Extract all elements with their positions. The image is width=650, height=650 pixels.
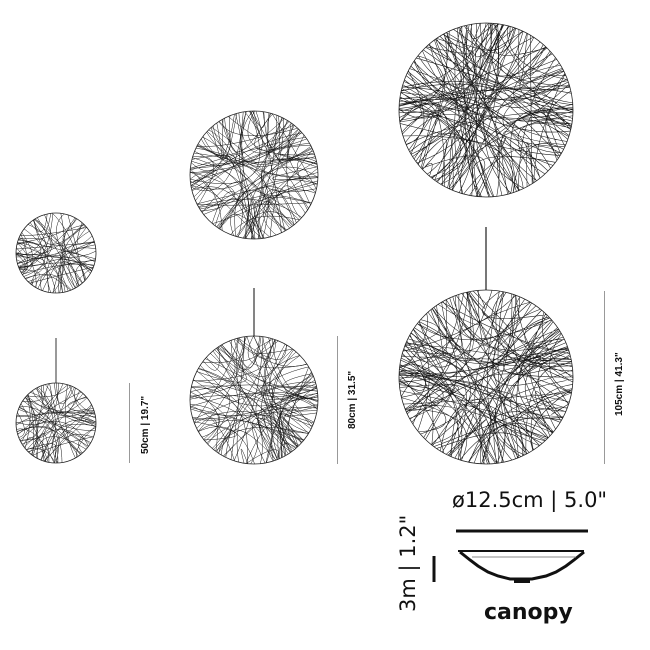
wire-ball-medium-top <box>190 111 318 239</box>
wire-strands <box>399 23 573 197</box>
wire-ball-small-pendant <box>16 383 96 463</box>
wire-strands <box>16 383 96 463</box>
wire-ball-small-top <box>16 213 96 293</box>
canopy-diameter-label: ø12.5cm | 5.0" <box>452 488 608 512</box>
dimension-line-medium <box>337 336 338 464</box>
dimension-line-small <box>129 383 130 463</box>
canopy-height-label: 3m | 1.2" <box>396 514 420 612</box>
wire-strands <box>190 111 318 239</box>
wire-strands <box>16 213 96 293</box>
dimension-label-small: 50cm | 19.7" <box>140 395 151 454</box>
canopy-drawing <box>432 529 588 583</box>
dimension-label-medium: 80cm | 31.5" <box>347 370 358 429</box>
wire-ball-medium-pendant <box>190 336 318 464</box>
wire-ball-large-top <box>399 23 573 197</box>
dimension-line-large <box>604 291 605 464</box>
wire-strands <box>190 336 318 464</box>
wire-ball-large-pendant <box>399 290 573 464</box>
canopy-title: canopy <box>484 600 573 625</box>
wire-strands <box>399 290 573 464</box>
dimension-label-large: 105cm | 41.3" <box>614 352 625 416</box>
